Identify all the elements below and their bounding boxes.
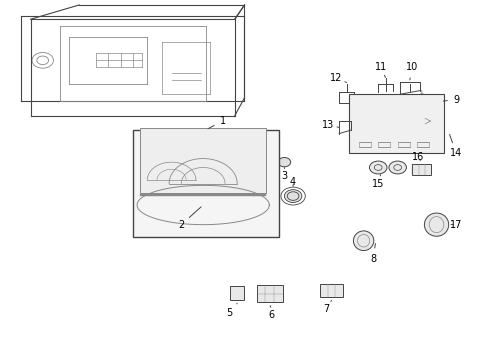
Ellipse shape (162, 185, 244, 225)
Circle shape (278, 157, 290, 167)
Text: 12: 12 (329, 73, 346, 83)
Bar (140, 194, 266, 196)
Bar (132, 130, 278, 237)
Text: 6: 6 (267, 306, 274, 320)
Bar (229, 286, 244, 300)
Text: 5: 5 (225, 303, 237, 318)
Circle shape (199, 202, 206, 208)
Text: 1: 1 (207, 116, 225, 129)
Bar (358, 143, 370, 147)
Text: 2: 2 (178, 207, 201, 230)
Bar (256, 285, 283, 302)
Ellipse shape (353, 231, 373, 251)
Circle shape (369, 161, 386, 174)
Text: 3: 3 (281, 167, 287, 181)
Text: 14: 14 (448, 134, 461, 158)
Text: 8: 8 (369, 243, 376, 264)
Text: 7: 7 (323, 300, 331, 314)
Circle shape (284, 190, 301, 203)
Text: 11: 11 (374, 63, 386, 77)
Text: 9: 9 (442, 95, 458, 105)
Bar (319, 284, 343, 297)
Text: 15: 15 (371, 175, 384, 189)
Circle shape (388, 161, 406, 174)
Bar (377, 143, 389, 147)
Ellipse shape (424, 213, 448, 236)
Text: 17: 17 (449, 220, 461, 230)
Bar (348, 94, 443, 153)
Text: 16: 16 (411, 152, 424, 162)
Bar (416, 143, 428, 147)
Text: 13: 13 (321, 120, 339, 130)
Text: 4: 4 (289, 177, 296, 187)
Text: 10: 10 (406, 63, 418, 80)
Bar (397, 143, 409, 147)
Bar (140, 128, 266, 193)
Bar (411, 164, 430, 175)
Circle shape (363, 115, 378, 127)
Text: ↓: ↓ (418, 90, 424, 95)
Circle shape (389, 115, 405, 127)
